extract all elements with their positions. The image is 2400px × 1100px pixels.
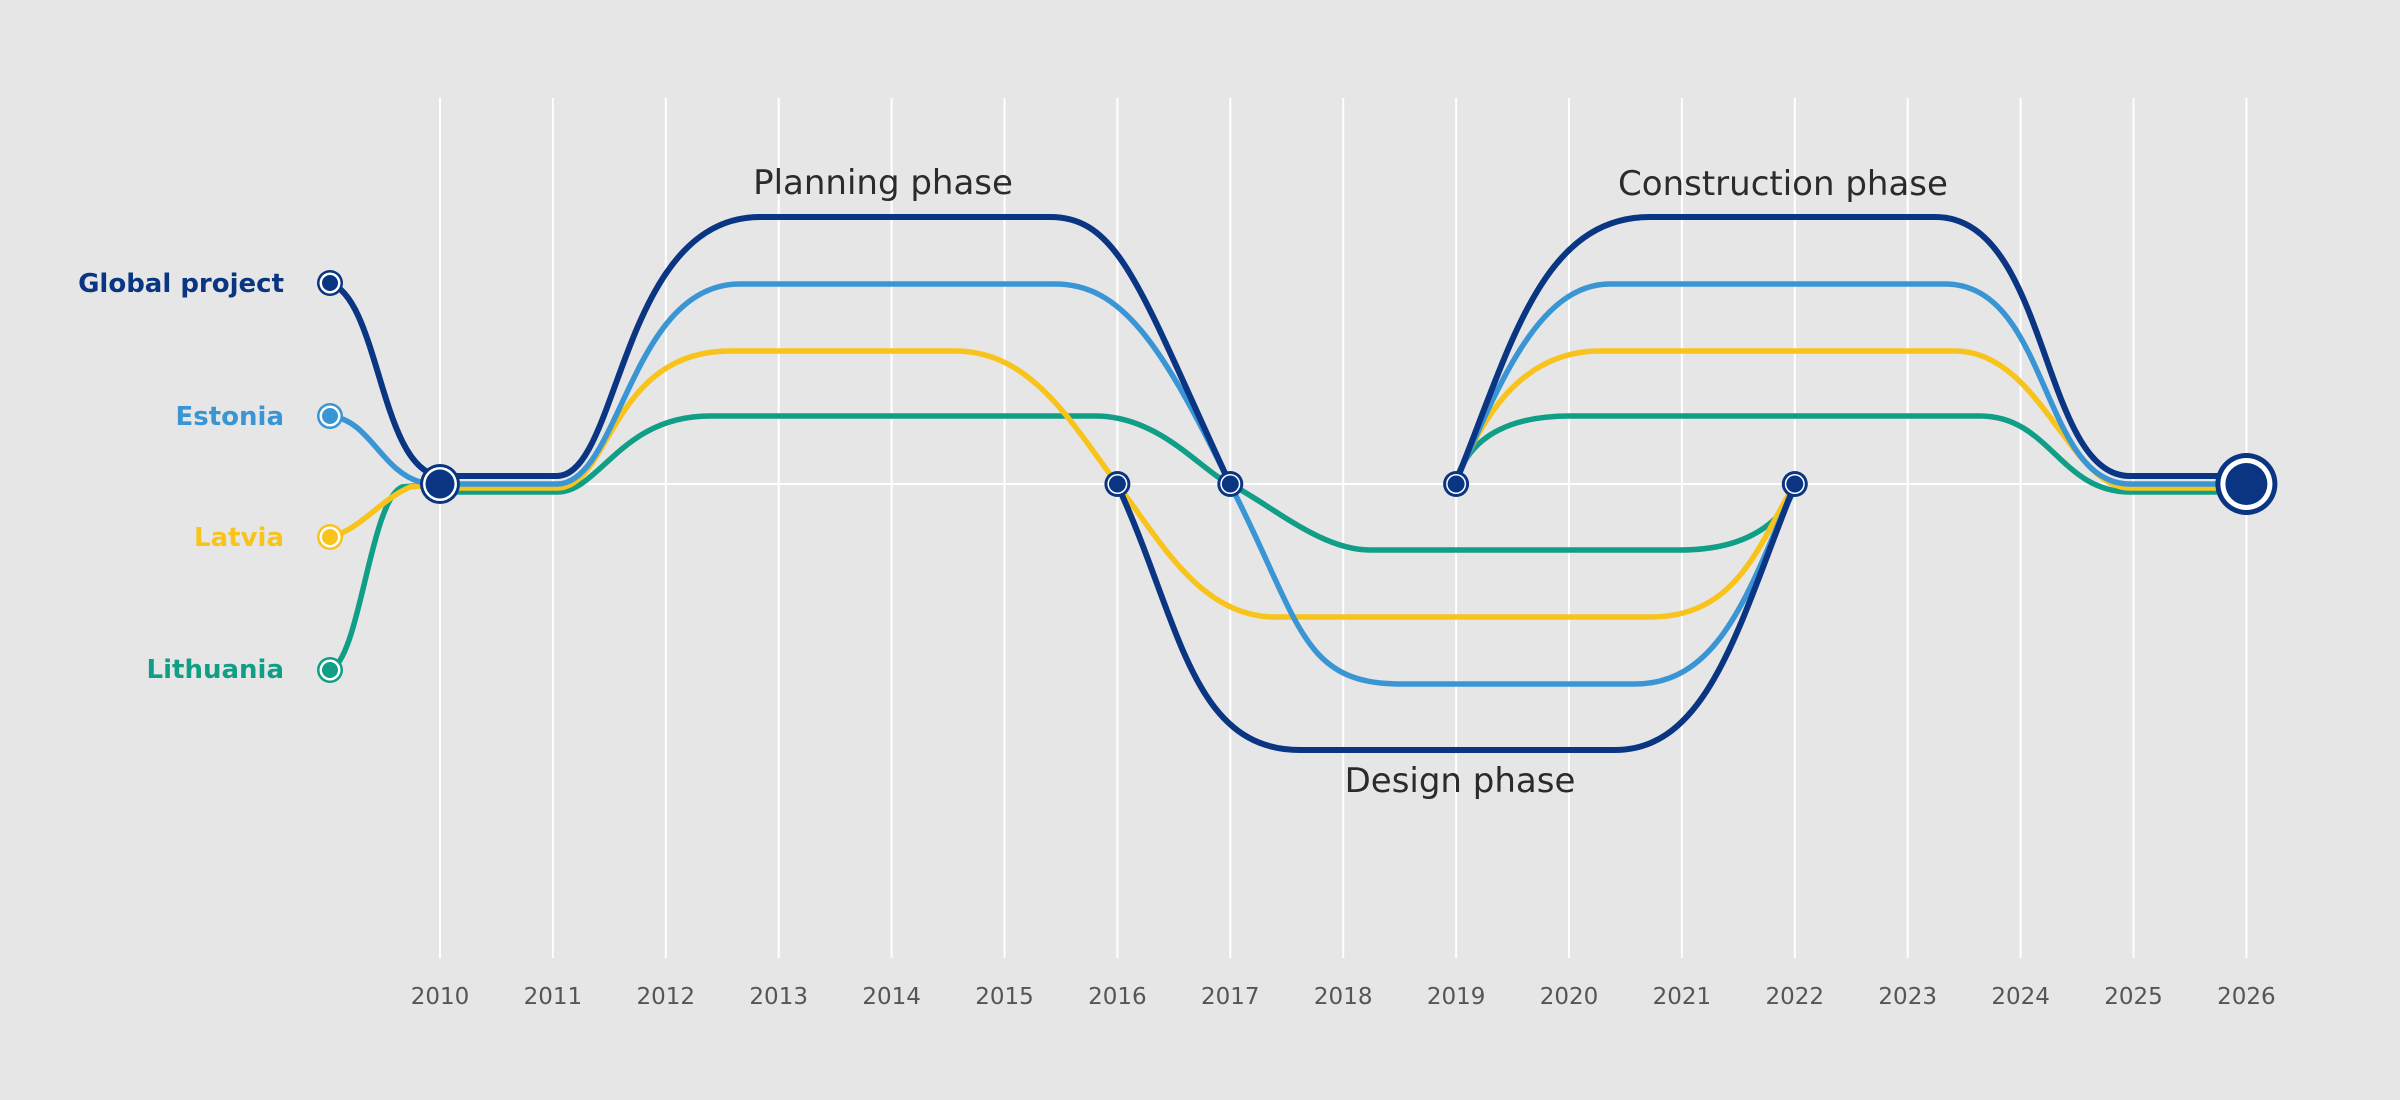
year-label-2010: 2010 — [411, 984, 470, 1010]
start-node-lithuania-dot — [322, 662, 338, 678]
series-labels: Global project Estonia Latvia Lithuania — [78, 269, 284, 685]
phase-label-construction: Construction phase — [1618, 164, 1948, 204]
year-label-2018: 2018 — [1314, 984, 1373, 1010]
year-label-2020: 2020 — [1540, 984, 1599, 1010]
milestone-nodes — [420, 453, 2278, 515]
milestone-dot-2026 — [2225, 463, 2268, 505]
year-label-2022: 2022 — [1766, 984, 1825, 1010]
path-global-project — [327, 214, 2249, 753]
phase-labels: Planning phase Design phase Construction… — [753, 163, 1948, 801]
milestone-dot-2022 — [1786, 475, 1804, 493]
label-estonia: Estonia — [176, 402, 285, 432]
milestone-dot-2016 — [1108, 475, 1126, 493]
label-global-project: Global project — [78, 269, 284, 299]
label-lithuania: Lithuania — [147, 655, 284, 685]
start-node-estonia-dot — [322, 408, 338, 424]
year-label-2024: 2024 — [1991, 984, 2050, 1010]
year-label-2023: 2023 — [1878, 984, 1937, 1010]
year-label-2019: 2019 — [1427, 984, 1486, 1010]
start-node-latvia-dot — [322, 529, 338, 545]
year-label-2012: 2012 — [637, 984, 696, 1010]
path-estonia — [327, 281, 2249, 687]
start-node-global-dot — [322, 275, 338, 291]
year-label-2026: 2026 — [2217, 984, 2276, 1010]
year-label-2021: 2021 — [1653, 984, 1712, 1010]
year-label-2014: 2014 — [862, 984, 921, 1010]
phase-label-planning: Planning phase — [753, 163, 1013, 203]
year-label-2016: 2016 — [1088, 984, 1147, 1010]
path-lithuania — [327, 413, 2249, 673]
year-label-2025: 2025 — [2104, 984, 2163, 1010]
phase-label-design: Design phase — [1345, 761, 1576, 801]
milestone-dot-2010 — [425, 469, 455, 499]
milestone-dot-2019 — [1447, 475, 1465, 493]
year-gridlines — [439, 98, 2248, 958]
year-label-2015: 2015 — [975, 984, 1034, 1010]
milestone-dot-2017 — [1221, 475, 1239, 493]
series-paths — [327, 214, 2249, 753]
series-start-nodes — [317, 270, 343, 683]
label-latvia: Latvia — [194, 523, 284, 553]
year-axis-labels: 2010 2011 2012 2013 2014 2015 2016 2017 2018 2019… — [411, 984, 2276, 1010]
year-label-2013: 2013 — [749, 984, 808, 1010]
year-label-2017: 2017 — [1201, 984, 1260, 1010]
year-label-2011: 2011 — [524, 984, 583, 1010]
